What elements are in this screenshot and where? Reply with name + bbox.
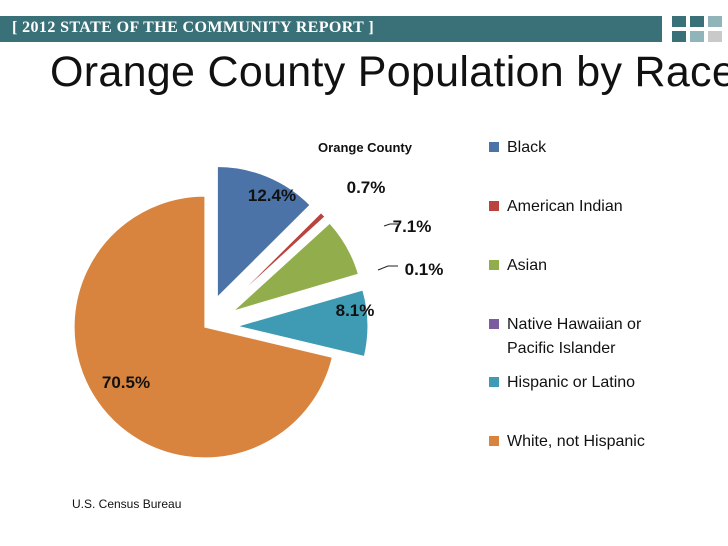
leader-line-asian [383, 223, 400, 227]
leader-line-native-hawaiian [377, 265, 398, 271]
pie-slice-asian [232, 222, 360, 312]
page-title: Orange County Population by Race [50, 48, 728, 96]
data-label-asian: 7.1% [393, 217, 432, 236]
pie-slice-white-not-hispanic [73, 195, 334, 459]
pie-slice-native-hawaiian-or-pacific-islander [235, 280, 363, 319]
legend-swatch-american-indian [489, 201, 499, 211]
data-label-white-not-hispanic: 70.5% [102, 373, 150, 392]
square-1 [672, 16, 686, 27]
square-5 [690, 31, 704, 42]
square-2 [690, 16, 704, 27]
report-banner: [ 2012 STATE OF THE COMMUNITY REPORT ] [0, 16, 662, 42]
legend-label-american-indian: American Indian [507, 198, 623, 215]
legend-label-hispanic-or-latino: Hispanic or Latino [507, 374, 635, 391]
legend-swatch-asian [489, 260, 499, 270]
pie-slice-american-indian [227, 211, 326, 306]
chart-title: Orange County [318, 140, 413, 155]
legend-swatch-hispanic-or-latino [489, 377, 499, 387]
data-label-black: 12.4% [248, 186, 296, 205]
data-label-native-hawaiian-or-pacific-islander: 0.1% [405, 260, 444, 279]
square-3 [708, 16, 722, 27]
legend-label-pacific-islander: Pacific Islander [507, 340, 616, 357]
legend-label-asian: Asian [507, 257, 547, 274]
pie-slice-hispanic-or-latino [234, 289, 369, 358]
source-note: U.S. Census Bureau [72, 497, 182, 511]
pie-slice-black [216, 165, 311, 299]
legend-swatch-white-not-hispanic [489, 436, 499, 446]
data-label-hispanic-or-latino: 8.1% [336, 301, 375, 320]
decorative-squares-icon [668, 14, 728, 54]
legend-label-black: Black [507, 139, 547, 156]
banner-text: [ 2012 STATE OF THE COMMUNITY REPORT ] [12, 19, 375, 36]
legend-label-native-hawaiian-or: Native Hawaiian or [507, 316, 642, 333]
square-6 [708, 31, 722, 42]
data-label-american-indian: 0.7% [347, 178, 386, 197]
legend-swatch-native-hawaiian-or [489, 319, 499, 329]
square-4 [672, 31, 686, 42]
legend-label-white-not-hispanic: White, not Hispanic [507, 433, 645, 450]
legend-swatch-black [489, 142, 499, 152]
